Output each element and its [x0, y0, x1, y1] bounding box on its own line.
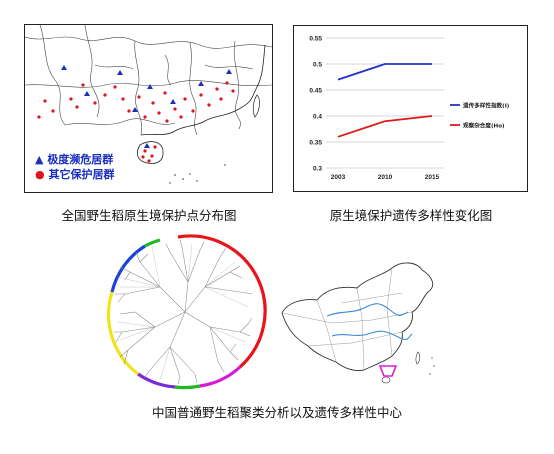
china-map-panel	[272, 258, 444, 386]
y-tick-label: 0.5	[313, 62, 322, 69]
legend-label-0: 遗传多样性指数(I)	[462, 101, 510, 109]
ring-segment-blue	[110, 244, 146, 293]
y-tick-label: 0.3	[313, 166, 322, 173]
taiwan-island	[415, 351, 421, 365]
x-tick-label: 2015	[425, 174, 440, 181]
y-tick-label: 0.55	[309, 36, 322, 43]
ring-segment-yellow	[106, 291, 139, 376]
x-tick-label: 2003	[331, 174, 346, 181]
ring-segment-green	[174, 384, 201, 390]
yellow-river	[326, 303, 409, 317]
legend-item-other: ● 其它保护居群	[35, 166, 114, 182]
series-line-1	[337, 115, 433, 138]
y-tick-label: 0.4	[313, 114, 322, 121]
diversity-line-chart: 0.3 0.35 0.4 0.45 0.5 0.55 2003 2010 2015 遗传多样性指数…	[309, 36, 510, 182]
cluster-tree-diagram	[106, 234, 267, 390]
y-tick-label: 0.45	[309, 88, 322, 95]
diversity-chart-panel: 0.3 0.35 0.4 0.45 0.5 0.55 2003 2010 2015 遗传多样性指数…	[293, 25, 528, 192]
dot-icon: ●	[35, 168, 45, 181]
legend-label: 极度濒危居群	[47, 153, 114, 166]
taiwan-island	[252, 94, 260, 118]
ring-segment-green2	[144, 238, 161, 248]
x-tick-label: 2010	[378, 174, 393, 181]
yangtze-river	[331, 330, 413, 341]
ring-segment-magenta	[199, 365, 242, 388]
map-caption: 全国野生稻原生境保护点分布图	[61, 208, 237, 223]
hainan-island	[381, 376, 391, 384]
series-line-0	[337, 63, 432, 81]
south-china-map	[24, 24, 273, 184]
y-tick-label: 0.35	[309, 140, 322, 147]
bottom-caption: 中国普通野生稻聚类分析以及遗传多样性中心	[151, 405, 402, 420]
chart-caption: 原生境保护遗传多样性变化图	[329, 208, 493, 223]
legend-label: 其它保护居群	[48, 168, 115, 181]
triangle-icon: ▲	[35, 153, 44, 166]
china-outline	[281, 262, 434, 371]
ring-segment-purple	[137, 372, 176, 389]
china-diversity-map	[281, 262, 435, 384]
legend-label-1: 观察杂合度(Ho)	[463, 121, 505, 129]
hainan-island	[136, 141, 164, 164]
distribution-map-panel: ▲ 极度濒危居群 ● 其它保护居群	[24, 24, 273, 193]
legend-item-endangered: ▲ 极度濒危居群	[35, 151, 113, 167]
ring-segment-red	[177, 234, 267, 369]
diversity-center	[378, 365, 398, 377]
